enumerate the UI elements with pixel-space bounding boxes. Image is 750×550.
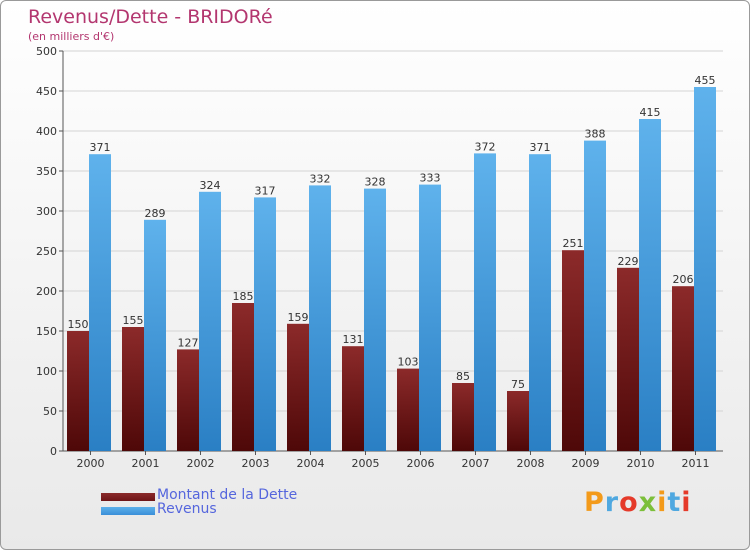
bar-dette xyxy=(617,267,639,451)
x-tick-label: 2009 xyxy=(572,457,600,470)
legend-swatch-revenus xyxy=(101,507,155,515)
bar-revenus xyxy=(584,140,606,451)
data-label-dette: 103 xyxy=(398,356,419,369)
bar-dette xyxy=(672,286,694,451)
data-label-revenus: 455 xyxy=(695,74,716,87)
data-label-dette: 127 xyxy=(178,336,199,349)
legend-swatch-dette xyxy=(101,493,155,501)
y-tick-label: 150 xyxy=(36,325,57,338)
chart-subtitle: (en milliers d'€) xyxy=(28,30,115,43)
bar-dette xyxy=(67,331,89,451)
data-label-dette: 185 xyxy=(233,290,254,303)
x-tick-label: 2007 xyxy=(462,457,490,470)
bar-revenus xyxy=(89,154,111,451)
x-tick-label: 2006 xyxy=(407,457,435,470)
bar-dette xyxy=(232,303,254,451)
bar-dette xyxy=(342,346,364,451)
bar-dette xyxy=(287,323,309,451)
proxiti-logo: Proxiti xyxy=(584,487,692,518)
bar-revenus xyxy=(694,87,716,451)
data-label-dette: 229 xyxy=(618,255,639,268)
data-label-revenus: 371 xyxy=(90,141,111,154)
x-tick-label: 2005 xyxy=(352,457,380,470)
y-tick-label: 50 xyxy=(43,405,57,418)
data-label-revenus: 289 xyxy=(145,207,166,220)
data-label-revenus: 415 xyxy=(640,106,661,119)
bar-dette xyxy=(452,383,474,451)
bar-revenus xyxy=(364,188,386,451)
data-label-dette: 155 xyxy=(123,314,144,327)
y-tick-label: 450 xyxy=(36,85,57,98)
bar-dette xyxy=(122,327,144,451)
bar-revenus xyxy=(639,119,661,451)
y-tick-label: 100 xyxy=(36,365,57,378)
legend-label-revenus: Revenus xyxy=(157,501,217,517)
y-tick-label: 0 xyxy=(50,445,57,458)
y-tick-label: 300 xyxy=(36,205,57,218)
legend-label-dette: Montant de la Dette xyxy=(157,487,298,503)
x-tick-label: 2011 xyxy=(682,457,710,470)
data-label-revenus: 388 xyxy=(585,128,606,141)
bar-revenus xyxy=(529,154,551,451)
y-tick-label: 250 xyxy=(36,245,57,258)
bar-revenus xyxy=(144,219,166,451)
data-label-revenus: 371 xyxy=(530,141,551,154)
y-tick-label: 500 xyxy=(36,45,57,58)
bar-revenus xyxy=(309,185,331,451)
data-label-dette: 206 xyxy=(673,273,694,286)
data-label-dette: 251 xyxy=(563,237,584,250)
bar-dette xyxy=(177,349,199,451)
data-label-dette: 75 xyxy=(511,378,525,391)
data-label-revenus: 333 xyxy=(420,172,441,185)
bar-dette xyxy=(562,250,584,451)
y-tick-label: 400 xyxy=(36,125,57,138)
y-tick-label: 350 xyxy=(36,165,57,178)
data-label-revenus: 332 xyxy=(310,172,331,185)
data-label-revenus: 317 xyxy=(255,184,276,197)
bar-revenus xyxy=(474,153,496,451)
bar-revenus xyxy=(419,184,441,451)
x-tick-label: 2000 xyxy=(77,457,105,470)
x-tick-label: 2001 xyxy=(132,457,160,470)
y-tick-label: 200 xyxy=(36,285,57,298)
data-label-dette: 159 xyxy=(288,311,309,324)
x-tick-label: 2008 xyxy=(517,457,545,470)
bar-dette xyxy=(397,368,419,451)
x-tick-label: 2010 xyxy=(627,457,655,470)
data-label-revenus: 324 xyxy=(200,179,221,192)
bar-revenus xyxy=(199,191,221,452)
bar-dette xyxy=(507,391,529,451)
x-tick-label: 2004 xyxy=(297,457,325,470)
data-label-dette: 150 xyxy=(68,318,89,331)
chart-title: Revenus/Dette - BRIDORé xyxy=(28,6,273,28)
bar-revenus xyxy=(254,197,276,451)
x-tick-label: 2002 xyxy=(187,457,215,470)
data-label-dette: 131 xyxy=(343,333,364,346)
data-label-revenus: 372 xyxy=(475,140,496,153)
x-tick-label: 2003 xyxy=(242,457,270,470)
data-label-revenus: 328 xyxy=(365,176,386,189)
data-label-dette: 85 xyxy=(456,370,470,383)
